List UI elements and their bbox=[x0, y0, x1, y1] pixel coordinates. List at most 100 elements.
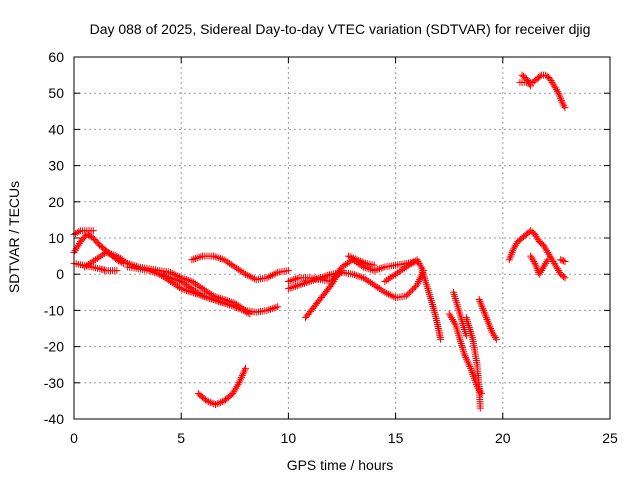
data-point bbox=[525, 78, 533, 86]
data-point bbox=[284, 277, 292, 285]
data-point bbox=[358, 258, 366, 266]
y-tick-label: -20 bbox=[44, 339, 64, 355]
data-point bbox=[560, 257, 568, 265]
data-point bbox=[550, 82, 558, 90]
data-point bbox=[166, 277, 174, 285]
data-point bbox=[290, 283, 298, 291]
data-point bbox=[541, 261, 549, 269]
x-axis-label: GPS time / hours bbox=[287, 457, 394, 473]
data-point bbox=[239, 306, 247, 314]
data-point bbox=[83, 262, 91, 270]
data-point bbox=[411, 257, 419, 265]
data-point bbox=[195, 282, 203, 290]
data-point bbox=[553, 87, 561, 95]
data-point bbox=[532, 261, 540, 269]
series-track-o bbox=[449, 288, 470, 340]
data-point bbox=[174, 282, 182, 290]
data-point bbox=[122, 258, 130, 266]
data-point bbox=[552, 263, 560, 271]
data-point bbox=[229, 302, 237, 310]
data-point bbox=[464, 359, 472, 367]
data-point bbox=[293, 282, 301, 290]
data-point bbox=[560, 102, 568, 110]
data-point bbox=[190, 289, 198, 297]
data-point bbox=[485, 319, 493, 327]
data-point bbox=[288, 283, 296, 291]
data-point bbox=[300, 279, 308, 287]
data-point bbox=[165, 276, 173, 284]
data-point bbox=[361, 275, 369, 283]
y-tick-label: -40 bbox=[44, 411, 64, 427]
data-point bbox=[238, 373, 245, 381]
data-point bbox=[379, 264, 387, 272]
data-point bbox=[451, 319, 459, 327]
data-point bbox=[191, 255, 199, 263]
data-point bbox=[533, 234, 541, 242]
data-point bbox=[488, 328, 496, 336]
data-point bbox=[376, 285, 384, 293]
data-point bbox=[177, 285, 185, 293]
data-point bbox=[244, 309, 252, 317]
data-point bbox=[197, 291, 205, 299]
data-point bbox=[477, 299, 485, 307]
data-point bbox=[379, 287, 387, 295]
data-point bbox=[106, 250, 114, 258]
data-point bbox=[463, 355, 471, 363]
data-point bbox=[73, 229, 81, 237]
data-point bbox=[320, 273, 328, 281]
data-point bbox=[557, 95, 565, 103]
data-point bbox=[358, 273, 366, 281]
data-point bbox=[555, 89, 563, 97]
data-point bbox=[191, 290, 199, 298]
data-point bbox=[193, 281, 201, 289]
data-point bbox=[415, 259, 423, 267]
data-point bbox=[225, 301, 233, 309]
data-point bbox=[250, 275, 258, 283]
y-tick-label: 20 bbox=[48, 194, 64, 210]
data-point bbox=[461, 352, 469, 360]
data-point bbox=[174, 276, 182, 284]
data-point bbox=[241, 366, 249, 374]
data-point bbox=[231, 303, 239, 311]
data-point bbox=[508, 248, 516, 256]
data-point bbox=[230, 388, 238, 396]
data-point bbox=[338, 267, 346, 275]
data-point bbox=[510, 245, 518, 253]
data-point bbox=[293, 274, 301, 282]
data-point bbox=[511, 243, 519, 251]
data-point bbox=[292, 275, 300, 283]
data-point bbox=[290, 276, 298, 284]
data-point bbox=[184, 276, 192, 284]
series-track-v bbox=[557, 256, 569, 266]
series-track-s bbox=[516, 71, 569, 112]
data-point bbox=[353, 256, 361, 264]
data-point bbox=[490, 332, 498, 340]
data-point bbox=[233, 264, 241, 272]
data-point bbox=[318, 273, 326, 281]
data-point bbox=[265, 273, 273, 281]
data-point bbox=[351, 255, 359, 263]
data-point bbox=[86, 232, 94, 240]
data-point bbox=[308, 277, 316, 285]
data-point bbox=[463, 357, 471, 365]
data-point bbox=[238, 268, 246, 276]
data-point bbox=[199, 292, 207, 300]
data-point bbox=[553, 265, 561, 273]
data-point bbox=[547, 254, 555, 262]
data-point bbox=[190, 279, 198, 287]
data-point bbox=[543, 247, 551, 255]
data-point bbox=[215, 399, 223, 407]
data-point bbox=[237, 375, 245, 383]
data-point bbox=[183, 286, 191, 294]
data-point bbox=[220, 256, 228, 264]
data-point bbox=[317, 274, 325, 282]
data-point bbox=[199, 285, 207, 293]
data-point bbox=[234, 304, 242, 312]
data-point bbox=[292, 282, 300, 290]
data-point bbox=[181, 280, 189, 288]
data-point bbox=[351, 271, 359, 279]
data-point bbox=[384, 275, 392, 283]
data-point bbox=[93, 255, 101, 263]
data-point bbox=[408, 259, 416, 267]
data-point bbox=[217, 255, 225, 263]
